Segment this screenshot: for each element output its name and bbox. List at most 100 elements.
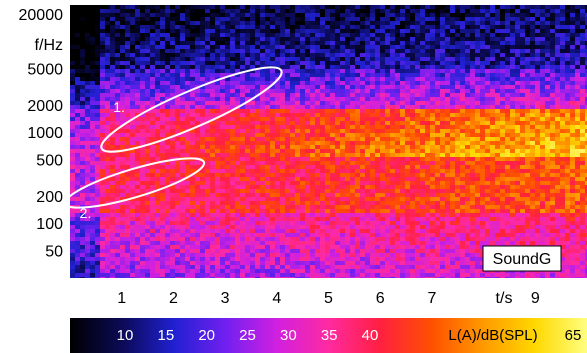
spectrogram-cell — [555, 49, 560, 53]
spectrogram-cell — [360, 141, 365, 145]
spectrogram-cell — [120, 125, 125, 129]
spectrogram-cell — [310, 101, 315, 105]
spectrogram-cell — [315, 89, 320, 93]
spectrogram-cell — [500, 17, 505, 21]
spectrogram-cell — [535, 85, 540, 89]
spectrogram-cell — [140, 113, 145, 117]
spectrogram-cell — [515, 9, 520, 13]
spectrogram-cell — [80, 37, 85, 41]
spectrogram-cell — [555, 85, 560, 89]
spectrogram-cell — [290, 113, 295, 117]
spectrogram-cell — [300, 133, 305, 137]
spectrogram-cell — [480, 157, 485, 161]
spectrogram-cell — [575, 177, 580, 181]
spectrogram-cell — [480, 81, 485, 85]
spectrogram-cell — [180, 169, 185, 173]
spectrogram-cell — [545, 141, 550, 145]
spectrogram-cell — [325, 109, 330, 113]
spectrogram-cell — [325, 9, 330, 13]
spectrogram-cell — [245, 9, 250, 13]
spectrogram-cell — [230, 189, 235, 193]
spectrogram-cell — [540, 157, 545, 161]
spectrogram-cell — [485, 49, 490, 53]
spectrogram-cell — [370, 17, 375, 21]
spectrogram-cell — [405, 69, 410, 73]
spectrogram-cell — [460, 177, 465, 181]
spectrogram-cell — [480, 153, 485, 157]
spectrogram-cell — [345, 117, 350, 121]
spectrogram-cell — [185, 65, 190, 69]
spectrogram-cell — [490, 65, 495, 69]
spectrogram-cell — [125, 69, 130, 73]
spectrogram-cell — [285, 173, 290, 177]
spectrogram-cell — [415, 65, 420, 69]
spectrogram-cell — [465, 109, 470, 113]
spectrogram-cell — [455, 109, 460, 113]
spectrogram-cell — [470, 89, 475, 93]
spectrogram-cell — [335, 173, 340, 177]
spectrogram-cell — [125, 5, 130, 9]
spectrogram-cell — [460, 137, 465, 141]
spectrogram-cell — [80, 129, 85, 133]
spectrogram-cell — [445, 53, 450, 57]
spectrogram-cell — [125, 37, 130, 41]
spectrogram-cell — [365, 33, 370, 37]
spectrogram-cell — [175, 13, 180, 17]
spectrogram-cell — [150, 41, 155, 45]
spectrogram-cell — [95, 141, 100, 145]
spectrogram-cell — [550, 141, 555, 145]
spectrogram-cell — [75, 125, 80, 129]
spectrogram-cell — [95, 165, 100, 169]
spectrogram-cell — [205, 45, 210, 49]
spectrogram-cell — [80, 53, 85, 57]
spectrogram-cell — [570, 193, 575, 197]
spectrogram-cell — [145, 77, 150, 81]
spectrogram-cell — [280, 153, 285, 157]
spectrogram-cell — [585, 25, 587, 29]
spectrogram-cell — [340, 85, 345, 89]
spectrogram-cell — [240, 145, 245, 149]
spectrogram-cell — [450, 177, 455, 181]
spectrogram-cell — [400, 21, 405, 25]
spectrogram-cell — [575, 81, 580, 85]
spectrogram-cell — [470, 13, 475, 17]
spectrogram-cell — [70, 57, 75, 61]
spectrogram-cell — [130, 97, 135, 101]
spectrogram-cell — [195, 161, 200, 165]
spectrogram-cell — [525, 149, 530, 153]
spectrogram-cell — [520, 69, 525, 73]
spectrogram-cell — [385, 145, 390, 149]
spectrogram-cell — [115, 17, 120, 21]
spectrogram-cell — [245, 89, 250, 93]
spectrogram-cell — [340, 137, 345, 141]
spectrogram-cell — [145, 149, 150, 153]
spectrogram-cell — [145, 101, 150, 105]
spectrogram-cell — [425, 45, 430, 49]
spectrogram-cell — [175, 113, 180, 117]
spectrogram-cell — [295, 9, 300, 13]
spectrogram-cell — [125, 193, 130, 197]
spectrogram-cell — [135, 37, 140, 41]
spectrogram-cell — [90, 161, 95, 165]
spectrogram-cell — [500, 125, 505, 129]
spectrogram-cell — [535, 161, 540, 165]
spectrogram-cell — [430, 21, 435, 25]
spectrogram-cell — [370, 65, 375, 69]
spectrogram-cell — [155, 153, 160, 157]
spectrogram-cell — [460, 25, 465, 29]
spectrogram-cell — [90, 125, 95, 129]
spectrogram-cell — [520, 77, 525, 81]
spectrogram-cell — [545, 125, 550, 129]
spectrogram-cell — [125, 25, 130, 29]
spectrogram-cell — [370, 81, 375, 85]
spectrogram-cell — [425, 65, 430, 69]
spectrogram-cell — [250, 165, 255, 169]
spectrogram-cell — [520, 9, 525, 13]
spectrogram-cell — [520, 177, 525, 181]
spectrogram-cell — [345, 105, 350, 109]
spectrogram-cell — [290, 121, 295, 125]
spectrogram-cell — [470, 57, 475, 61]
spectrogram-cell — [580, 137, 585, 141]
spectrogram-cell — [215, 165, 220, 169]
spectrogram-cell — [585, 37, 587, 41]
